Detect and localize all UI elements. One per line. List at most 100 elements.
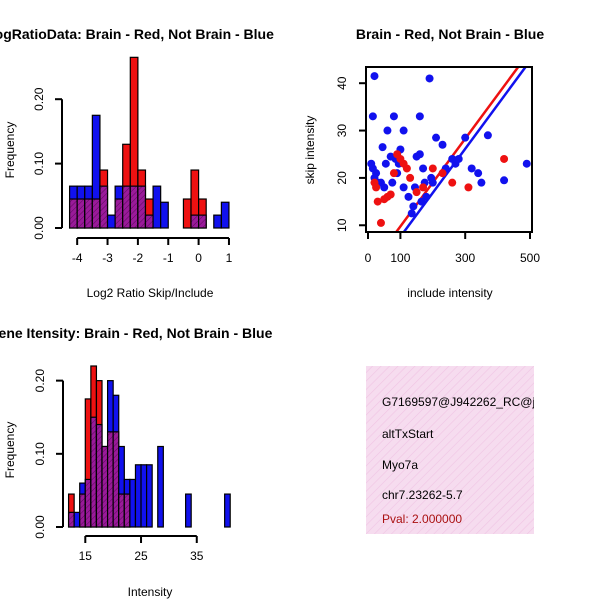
bar-not-brain — [213, 214, 222, 229]
bar-overlap — [190, 214, 200, 229]
x-tick-label: 15 — [79, 549, 93, 563]
point-brain — [438, 169, 447, 178]
intensity-scatter-plot: Brain - Red, Not Brain - Blue 0 100 300 500… — [303, 26, 544, 300]
point-not-brain — [438, 140, 447, 149]
x-tick-label: -1 — [163, 251, 174, 265]
point-not-brain — [483, 131, 492, 140]
point-not-brain — [412, 152, 421, 161]
x-axis-label: include intensity — [407, 286, 492, 300]
x-tick-label: 25 — [134, 549, 148, 563]
point-brain — [393, 150, 402, 159]
bar-overlap — [106, 431, 114, 528]
not-brain-fit-line — [403, 68, 527, 231]
x-tick-label: -3 — [102, 251, 113, 265]
x-tick-label: -2 — [133, 251, 144, 265]
histogram-bars — [67, 365, 231, 528]
y-tick-label: 20 — [335, 171, 349, 185]
bar-not-brain — [160, 201, 169, 229]
bar-not-brain — [134, 464, 142, 528]
y-tick-label: 0.00 — [32, 216, 46, 240]
bar-not-brain — [185, 493, 192, 528]
point-not-brain — [467, 164, 476, 173]
point-not-brain — [388, 178, 397, 187]
chart-title: Gene Itensity: Brain - Red, Not Brain - … — [0, 325, 273, 341]
point-brain — [380, 195, 389, 204]
histogram-bars — [68, 56, 230, 229]
bar-overlap — [76, 198, 86, 229]
bar-overlap — [68, 198, 78, 229]
y-axis-label: Frequency — [3, 422, 17, 479]
bar-not-brain — [129, 478, 137, 528]
bar-overlap — [118, 493, 125, 528]
chart-title: LogRatioData: Brain - Red, Not Brain - B… — [0, 26, 274, 42]
p-value: Pval: 2.000000 — [382, 512, 462, 526]
bar-brain — [182, 198, 192, 229]
bar-not-brain — [140, 464, 148, 528]
point-not-brain — [417, 197, 426, 206]
event-type: altTxStart — [382, 427, 434, 441]
point-not-brain — [389, 112, 398, 121]
scatter-points — [367, 72, 531, 227]
y-tick-label: 10 — [335, 218, 349, 232]
bar-not-brain — [224, 493, 231, 528]
bar-overlap — [123, 493, 131, 528]
bar-overlap — [122, 185, 131, 229]
y-tick-label: 0.20 — [33, 369, 47, 393]
genomic-locus: chr7.23262-5.7 — [382, 488, 463, 502]
bar-overlap — [114, 198, 124, 229]
point-not-brain — [427, 173, 436, 182]
bar-not-brain — [146, 464, 153, 528]
bar-not-brain — [73, 511, 81, 528]
point-brain — [419, 183, 428, 192]
point-not-brain — [404, 192, 413, 201]
point-not-brain — [378, 143, 387, 152]
y-tick-label: 0.10 — [32, 152, 46, 176]
point-brain — [428, 164, 437, 173]
bar-not-brain — [157, 445, 164, 528]
point-brain — [448, 178, 457, 187]
point-not-brain — [500, 176, 509, 185]
bar-overlap — [144, 214, 154, 229]
x-axis-label: Log2 Ratio Skip/Include — [87, 286, 214, 300]
point-not-brain — [474, 169, 483, 178]
point-not-brain — [477, 178, 486, 187]
x-tick-label: 0 — [195, 251, 202, 265]
point-brain — [373, 197, 382, 206]
point-brain — [406, 173, 415, 182]
point-not-brain — [383, 126, 392, 135]
bar-overlap — [90, 416, 98, 528]
bar-not-brain — [152, 185, 162, 229]
point-not-brain — [425, 74, 434, 83]
point-not-brain — [409, 202, 418, 211]
bar-overlap — [101, 445, 109, 528]
point-not-brain — [448, 154, 457, 163]
bar-overlap — [91, 198, 101, 229]
info-panel-background — [366, 366, 534, 534]
point-not-brain — [381, 159, 390, 168]
bar-overlap — [84, 198, 93, 229]
gene-name: Myo7a — [382, 458, 418, 472]
x-tick-label: 100 — [390, 251, 410, 265]
bar-overlap — [137, 185, 147, 229]
plot-frame — [365, 66, 533, 233]
axes: 0 100 300 500 10 20 30 40 — [335, 76, 540, 265]
y-tick-label: 40 — [335, 76, 349, 90]
point-brain — [500, 154, 509, 163]
bar-not-brain — [220, 201, 230, 229]
point-not-brain — [419, 164, 428, 173]
y-tick-label: 30 — [335, 124, 349, 138]
point-not-brain — [367, 159, 376, 168]
y-axis-label: Frequency — [3, 122, 17, 179]
probe-id: G7169597@J942262_RC@j_at — [382, 395, 552, 409]
axes: 15 25 35 0.00 0.10 0.20 — [33, 369, 204, 563]
bar-overlap — [79, 493, 86, 528]
x-tick-label: 300 — [455, 251, 475, 265]
y-axis-label: skip intensity — [303, 116, 317, 185]
point-not-brain — [415, 112, 424, 121]
x-axis-label: Intensity — [128, 585, 173, 599]
bar-overlap — [129, 185, 139, 229]
bar-overlap — [84, 478, 92, 528]
point-brain — [389, 169, 398, 178]
point-brain — [376, 218, 385, 227]
